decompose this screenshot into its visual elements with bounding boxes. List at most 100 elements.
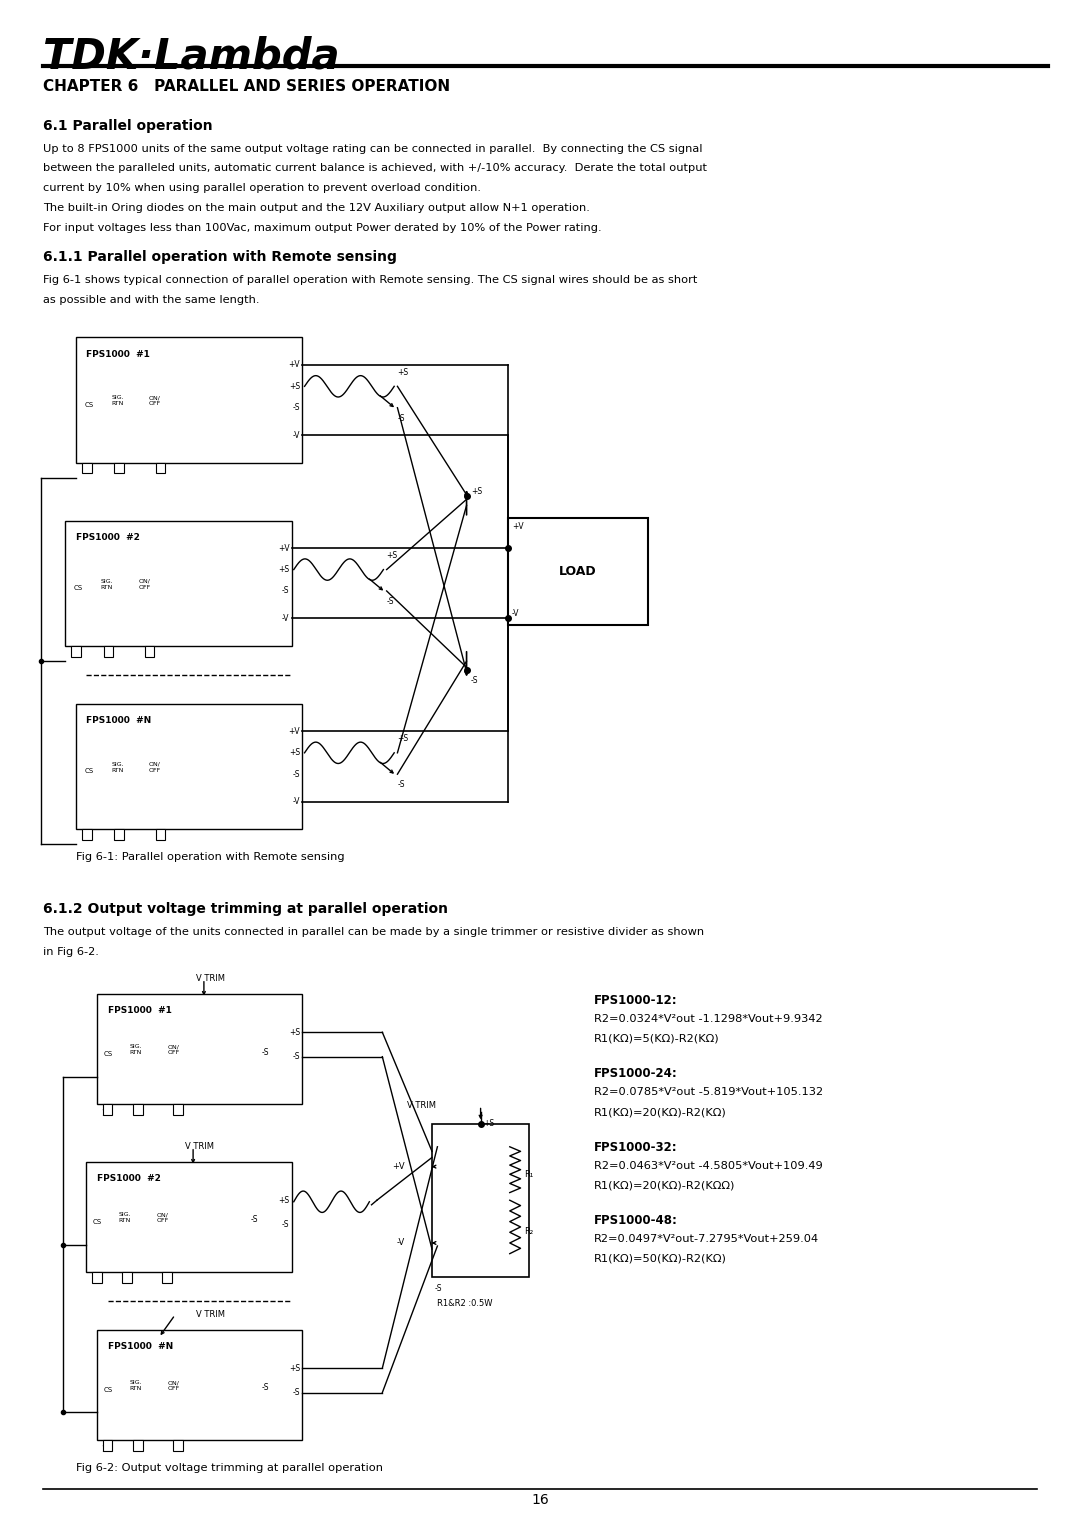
Text: -V: -V: [293, 797, 300, 806]
Text: +S: +S: [279, 1196, 289, 1205]
Text: Fig 6-1: Parallel operation with Remote sensing: Fig 6-1: Parallel operation with Remote …: [76, 852, 345, 863]
Text: ON/
OFF: ON/ OFF: [149, 762, 161, 773]
Text: 6.1 Parallel operation: 6.1 Parallel operation: [43, 119, 213, 133]
Text: SIG.
RTN: SIG. RTN: [100, 579, 113, 589]
Text: -S: -S: [293, 770, 300, 779]
Text: SIG.
RTN: SIG. RTN: [111, 395, 124, 406]
Text: V TRIM: V TRIM: [195, 1310, 225, 1319]
Text: R1(KΩ)=50(KΩ)-R2(KΩ): R1(KΩ)=50(KΩ)-R2(KΩ): [594, 1254, 727, 1264]
Text: TDK·Lambda: TDK·Lambda: [43, 35, 340, 78]
Text: 16: 16: [531, 1493, 549, 1507]
Text: LOAD: LOAD: [559, 565, 596, 577]
Text: 7: 7: [162, 1277, 167, 1286]
Bar: [82, 829, 92, 840]
Bar: [133, 1440, 143, 1451]
Text: 15: 15: [81, 834, 91, 843]
Text: -S: -S: [293, 1388, 300, 1397]
Text: 7: 7: [145, 651, 150, 660]
Text: 10: 10: [114, 834, 124, 843]
Text: R1&R2 :0.5W: R1&R2 :0.5W: [437, 1299, 492, 1309]
Bar: [133, 1104, 143, 1115]
Text: CS: CS: [73, 585, 82, 591]
Text: R2=0.0497*V²out-7.2795*Vout+259.04: R2=0.0497*V²out-7.2795*Vout+259.04: [594, 1234, 819, 1245]
Bar: [162, 1272, 172, 1283]
Text: The built-in Oring diodes on the main output and the 12V Auxiliary output allow : The built-in Oring diodes on the main ou…: [43, 203, 590, 214]
Text: 7: 7: [156, 467, 161, 476]
Text: Fig 6-2: Output voltage trimming at parallel operation: Fig 6-2: Output voltage trimming at para…: [76, 1463, 382, 1474]
Text: +S: +S: [289, 748, 300, 757]
Text: 15: 15: [81, 467, 91, 476]
Text: For input voltages less than 100Vac, maximum output Power derated by 10% of the : For input voltages less than 100Vac, max…: [43, 223, 602, 234]
Text: R1(KΩ)=20(KΩ)-R2(KΩΩ): R1(KΩ)=20(KΩ)-R2(KΩΩ): [594, 1180, 735, 1191]
Text: The output voltage of the units connected in parallel can be made by a single tr: The output voltage of the units connecte…: [43, 927, 704, 938]
Text: -S: -S: [282, 1220, 289, 1229]
Text: CS: CS: [104, 1051, 112, 1057]
Bar: [114, 463, 124, 473]
Text: FPS1000-24:: FPS1000-24:: [594, 1067, 678, 1081]
Text: CHAPTER 6   PARALLEL AND SERIES OPERATION: CHAPTER 6 PARALLEL AND SERIES OPERATION: [43, 79, 450, 95]
Text: FPS1000  #1: FPS1000 #1: [108, 1006, 172, 1015]
Text: +V: +V: [288, 360, 300, 370]
Text: FPS1000-48:: FPS1000-48:: [594, 1214, 678, 1228]
Text: -S: -S: [282, 586, 289, 596]
Text: 10: 10: [104, 651, 113, 660]
Text: 7: 7: [156, 834, 161, 843]
Text: V TRIM: V TRIM: [407, 1101, 435, 1110]
Bar: [173, 1104, 183, 1115]
Bar: [76, 704, 302, 829]
Text: 7: 7: [173, 1109, 178, 1118]
Text: FPS1000  #N: FPS1000 #N: [86, 716, 151, 725]
Text: -V: -V: [512, 609, 519, 618]
Text: 15: 15: [102, 1109, 111, 1118]
Text: V TRIM: V TRIM: [185, 1142, 214, 1151]
Text: +S: +S: [397, 734, 408, 744]
Text: 10: 10: [122, 1277, 132, 1286]
Bar: [76, 337, 302, 463]
Text: 10: 10: [133, 1109, 143, 1118]
Text: 6.1.1 Parallel operation with Remote sensing: 6.1.1 Parallel operation with Remote sen…: [43, 250, 397, 264]
Text: 10: 10: [114, 467, 124, 476]
Text: 7: 7: [173, 1445, 178, 1454]
Text: CS: CS: [104, 1387, 112, 1393]
Bar: [508, 518, 648, 625]
Text: SIG.
RTN: SIG. RTN: [111, 762, 124, 773]
Text: R1(KΩ)=5(KΩ)-R2(KΩ): R1(KΩ)=5(KΩ)-R2(KΩ): [594, 1034, 719, 1044]
Text: 6.1.2 Output voltage trimming at parallel operation: 6.1.2 Output voltage trimming at paralle…: [43, 902, 448, 916]
Text: +S: +S: [483, 1119, 494, 1128]
Text: SIG.
RTN: SIG. RTN: [130, 1044, 143, 1055]
Text: -S: -S: [261, 1383, 269, 1393]
Text: ON/
OFF: ON/ OFF: [167, 1380, 179, 1391]
Text: +S: +S: [289, 382, 300, 391]
Text: FPS1000-12:: FPS1000-12:: [594, 994, 677, 1008]
Text: R2=0.0324*V²out -1.1298*Vout+9.9342: R2=0.0324*V²out -1.1298*Vout+9.9342: [594, 1014, 823, 1025]
Bar: [122, 1272, 132, 1283]
Text: Fig 6-1 shows typical connection of parallel operation with Remote sensing. The : Fig 6-1 shows typical connection of para…: [43, 275, 698, 286]
Text: -S: -S: [261, 1048, 269, 1057]
Bar: [97, 994, 302, 1104]
Bar: [103, 1440, 112, 1451]
Text: -S: -S: [397, 414, 405, 423]
Text: -V: -V: [396, 1238, 405, 1248]
Bar: [156, 463, 165, 473]
Text: FPS1000  #2: FPS1000 #2: [97, 1174, 161, 1183]
Text: R₁: R₁: [524, 1170, 534, 1179]
Text: in Fig 6-2.: in Fig 6-2.: [43, 947, 99, 957]
Text: FPS1000-32:: FPS1000-32:: [594, 1141, 677, 1154]
Text: -S: -S: [471, 676, 478, 686]
Text: 10: 10: [133, 1445, 143, 1454]
Bar: [114, 829, 124, 840]
Text: ON/
OFF: ON/ OFF: [157, 1212, 168, 1223]
Text: -S: -S: [387, 597, 394, 606]
Text: CS: CS: [84, 768, 93, 774]
Text: 15: 15: [102, 1445, 111, 1454]
Text: -S: -S: [434, 1284, 442, 1293]
Bar: [145, 646, 154, 657]
Text: +S: +S: [397, 368, 408, 377]
Text: +S: +S: [289, 1028, 300, 1037]
Text: -S: -S: [293, 403, 300, 412]
Text: current by 10% when using parallel operation to prevent overload condition.: current by 10% when using parallel opera…: [43, 183, 482, 194]
Text: R₂: R₂: [524, 1228, 532, 1235]
Text: SIG.
RTN: SIG. RTN: [119, 1212, 132, 1223]
Text: -V: -V: [282, 614, 289, 623]
Bar: [71, 646, 81, 657]
